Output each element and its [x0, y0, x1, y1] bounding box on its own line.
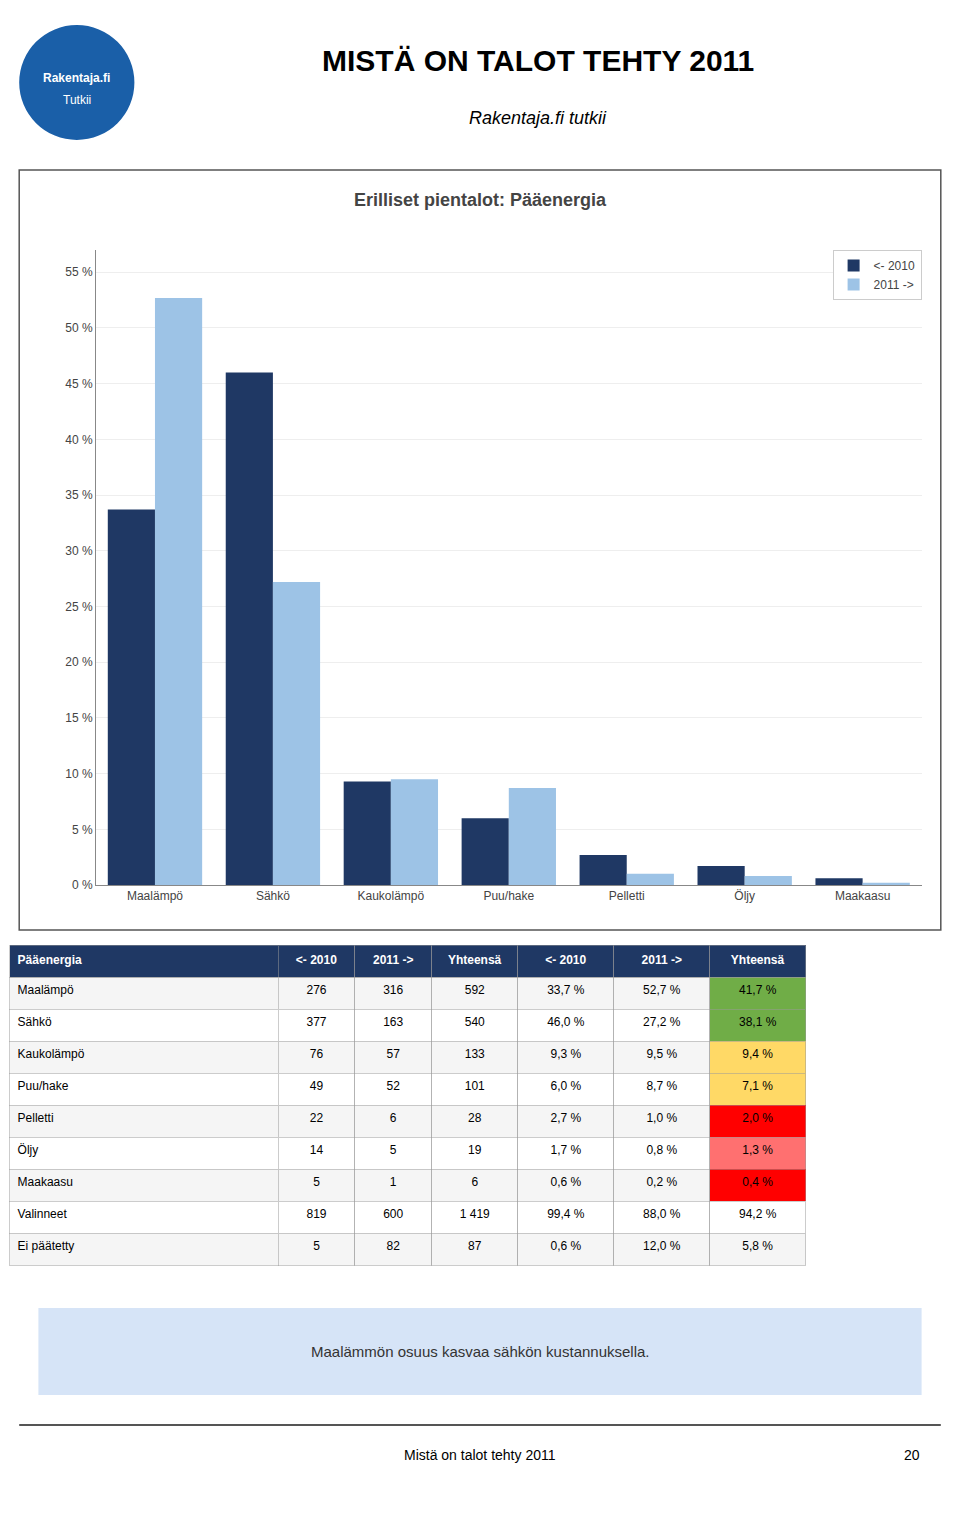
- svg-text:5: 5: [313, 1239, 320, 1253]
- svg-text:5,8 %: 5,8 %: [742, 1239, 773, 1253]
- svg-text:5 %: 5 %: [72, 823, 93, 837]
- svg-text:Öljy: Öljy: [734, 889, 755, 903]
- svg-text:94,2 %: 94,2 %: [739, 1207, 777, 1221]
- svg-text:52: 52: [387, 1079, 401, 1093]
- svg-text:276: 276: [306, 983, 326, 997]
- svg-text:0,6 %: 0,6 %: [550, 1239, 581, 1253]
- svg-text:Pelletti: Pelletti: [609, 889, 645, 903]
- svg-text:2011 ->: 2011 ->: [874, 278, 914, 292]
- svg-text:Puu/hake: Puu/hake: [483, 889, 534, 903]
- svg-text:50 %: 50 %: [65, 321, 93, 335]
- svg-text:27,2 %: 27,2 %: [643, 1015, 681, 1029]
- svg-text:Pelletti: Pelletti: [18, 1111, 54, 1125]
- svg-text:20 %: 20 %: [65, 655, 93, 669]
- svg-text:14: 14: [310, 1143, 324, 1157]
- svg-text:Erilliset pientalot: Pääenergi: Erilliset pientalot: Pääenergia: [354, 190, 607, 210]
- svg-text:1,0 %: 1,0 %: [646, 1111, 677, 1125]
- svg-text:2,0 %: 2,0 %: [742, 1111, 773, 1125]
- svg-text:101: 101: [465, 1079, 485, 1093]
- svg-text:600: 600: [383, 1207, 403, 1221]
- svg-text:0,2 %: 0,2 %: [646, 1175, 677, 1189]
- svg-text:46,0 %: 46,0 %: [547, 1015, 585, 1029]
- svg-text:9,5 %: 9,5 %: [646, 1047, 677, 1061]
- svg-text:Ei päätetty: Ei päätetty: [18, 1239, 75, 1253]
- svg-text:55 %: 55 %: [65, 265, 93, 279]
- svg-text:133: 133: [465, 1047, 485, 1061]
- svg-text:Puu/hake: Puu/hake: [18, 1079, 69, 1093]
- svg-text:6: 6: [471, 1175, 478, 1189]
- svg-text:<- 2010: <- 2010: [545, 953, 586, 967]
- svg-text:57: 57: [387, 1047, 401, 1061]
- svg-text:52,7 %: 52,7 %: [643, 983, 681, 997]
- svg-text:Maalämmön osuus kasvaa sähkön: Maalämmön osuus kasvaa sähkön kustannuks…: [311, 1343, 650, 1360]
- svg-text:Rakentaja.fi: Rakentaja.fi: [43, 71, 110, 85]
- svg-text:<- 2010: <- 2010: [296, 953, 337, 967]
- svg-text:1,3 %: 1,3 %: [742, 1143, 773, 1157]
- svg-text:Rakentaja.fi tutkii: Rakentaja.fi tutkii: [469, 108, 607, 128]
- svg-text:41,7 %: 41,7 %: [739, 983, 777, 997]
- svg-text:0,8 %: 0,8 %: [646, 1143, 677, 1157]
- svg-text:87: 87: [468, 1239, 482, 1253]
- svg-text:6: 6: [390, 1111, 397, 1125]
- svg-text:8,7 %: 8,7 %: [646, 1079, 677, 1093]
- svg-text:0,4 %: 0,4 %: [742, 1175, 773, 1189]
- svg-text:2011 ->: 2011 ->: [642, 953, 682, 967]
- svg-text:<- 2010: <- 2010: [874, 259, 915, 273]
- svg-text:20: 20: [904, 1447, 920, 1463]
- svg-text:Sähkö: Sähkö: [256, 889, 290, 903]
- svg-text:Maakaasu: Maakaasu: [835, 889, 890, 903]
- svg-text:19: 19: [468, 1143, 482, 1157]
- svg-text:316: 316: [383, 983, 403, 997]
- svg-text:Mistä on talot tehty 2011: Mistä on talot tehty 2011: [404, 1447, 556, 1463]
- svg-text:592: 592: [465, 983, 485, 997]
- svg-text:76: 76: [310, 1047, 324, 1061]
- svg-text:5: 5: [313, 1175, 320, 1189]
- svg-text:Kaukolämpö: Kaukolämpö: [18, 1047, 85, 1061]
- svg-text:163: 163: [383, 1015, 403, 1029]
- svg-text:1 419: 1 419: [460, 1207, 490, 1221]
- svg-text:0,6 %: 0,6 %: [550, 1175, 581, 1189]
- svg-text:7,1 %: 7,1 %: [742, 1079, 773, 1093]
- svg-text:Valinneet: Valinneet: [18, 1207, 68, 1221]
- svg-text:2,7 %: 2,7 %: [550, 1111, 581, 1125]
- svg-text:Yhteensä: Yhteensä: [448, 953, 502, 967]
- svg-text:40 %: 40 %: [65, 433, 93, 447]
- svg-text:82: 82: [387, 1239, 401, 1253]
- svg-text:819: 819: [306, 1207, 326, 1221]
- svg-text:12,0 %: 12,0 %: [643, 1239, 681, 1253]
- svg-text:22: 22: [310, 1111, 324, 1125]
- svg-text:28: 28: [468, 1111, 482, 1125]
- svg-text:88,0 %: 88,0 %: [643, 1207, 681, 1221]
- svg-text:35 %: 35 %: [65, 488, 93, 502]
- svg-text:45 %: 45 %: [65, 377, 93, 391]
- svg-text:9,4 %: 9,4 %: [742, 1047, 773, 1061]
- svg-text:2011 ->: 2011 ->: [373, 953, 413, 967]
- svg-text:15 %: 15 %: [65, 711, 93, 725]
- svg-text:540: 540: [465, 1015, 485, 1029]
- svg-text:Kaukolämpö: Kaukolämpö: [358, 889, 425, 903]
- svg-text:Maalämpö: Maalämpö: [127, 889, 183, 903]
- svg-text:10 %: 10 %: [65, 767, 93, 781]
- svg-text:30 %: 30 %: [65, 544, 93, 558]
- svg-text:Yhteensä: Yhteensä: [731, 953, 785, 967]
- svg-text:99,4 %: 99,4 %: [547, 1207, 585, 1221]
- svg-text:5: 5: [390, 1143, 397, 1157]
- svg-text:377: 377: [306, 1015, 326, 1029]
- svg-text:Tutkii: Tutkii: [63, 93, 91, 107]
- svg-text:25 %: 25 %: [65, 600, 93, 614]
- svg-text:9,3 %: 9,3 %: [550, 1047, 581, 1061]
- svg-text:Öljy: Öljy: [18, 1143, 39, 1157]
- svg-text:6,0 %: 6,0 %: [550, 1079, 581, 1093]
- svg-text:MISTÄ ON TALOT TEHTY 2011: MISTÄ ON TALOT TEHTY 2011: [322, 44, 754, 77]
- svg-text:49: 49: [310, 1079, 324, 1093]
- svg-text:Pääenergia: Pääenergia: [18, 953, 82, 967]
- svg-text:Maakaasu: Maakaasu: [18, 1175, 73, 1189]
- svg-text:1: 1: [390, 1175, 397, 1189]
- svg-text:33,7 %: 33,7 %: [547, 983, 585, 997]
- svg-text:1,7 %: 1,7 %: [550, 1143, 581, 1157]
- svg-text:0 %: 0 %: [72, 878, 93, 892]
- svg-text:Maalämpö: Maalämpö: [18, 983, 74, 997]
- svg-text:Sähkö: Sähkö: [18, 1015, 52, 1029]
- svg-text:38,1 %: 38,1 %: [739, 1015, 777, 1029]
